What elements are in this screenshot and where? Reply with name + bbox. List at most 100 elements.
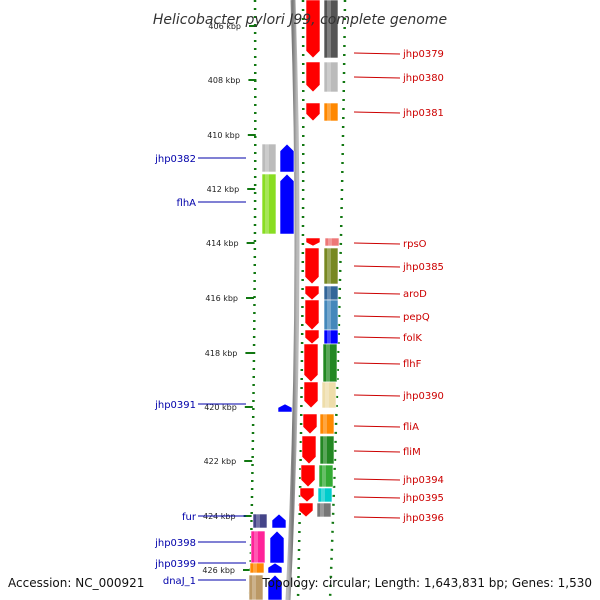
label-leader-folK — [353, 336, 401, 339]
gene-arrow-jhp0385[interactable] — [304, 247, 320, 285]
gene-arrow-aroD[interactable] — [304, 285, 320, 301]
gene-arrow-pepQ[interactable] — [304, 299, 320, 331]
gene-features — [248, 0, 340, 600]
gene-arrow-fliM[interactable] — [301, 435, 317, 465]
label-leader-jhp0390 — [353, 394, 401, 397]
gene-category-jhp0390[interactable] — [321, 381, 337, 409]
gene-category-highlight — [326, 344, 330, 382]
gene-category-jhp0381[interactable] — [323, 102, 339, 122]
gene-label-flhA[interactable]: flhA — [177, 198, 197, 209]
gene-category-rpsO[interactable] — [324, 237, 340, 247]
gene-category-highlight — [265, 174, 269, 234]
gene-arrow-jhp0390[interactable] — [303, 381, 319, 409]
gene-category-highlight — [321, 488, 325, 502]
kbp-tick-label: 418 kbp — [205, 349, 238, 358]
gene-label-jhp0390[interactable]: jhp0390 — [402, 391, 444, 402]
gene-arrow-jhp0379[interactable] — [305, 0, 321, 59]
gene-arrow-flhA[interactable] — [279, 173, 295, 235]
gene-label-jhp0380[interactable]: jhp0380 — [402, 73, 444, 84]
gene-category-highlight — [327, 300, 331, 330]
label-leader-jhp0394 — [353, 478, 401, 481]
gene-label-rpsO[interactable]: rpsO — [403, 239, 427, 250]
kbp-tick-label: 412 kbp — [207, 185, 240, 194]
label-leader-fliM — [353, 450, 401, 453]
label-leader-fliA — [353, 425, 401, 428]
gene-label-jhp0394[interactable]: jhp0394 — [402, 475, 444, 486]
gene-arrow-jhp0382[interactable] — [279, 143, 295, 173]
kbp-ticks: 406 kbp 408 kbp 410 kbp 412 kbp 414 kbp 416 k… — [202, 22, 257, 575]
gene-category-fliM[interactable] — [319, 435, 335, 465]
gene-arrow-jhp0398[interactable] — [269, 530, 285, 564]
label-leader-jhp0396 — [353, 516, 401, 519]
gene-category-highlight — [323, 436, 327, 464]
label-leader-jhp0395 — [353, 496, 401, 499]
gene-category-highlight — [327, 286, 331, 300]
gene-arrow-folK[interactable] — [304, 329, 320, 345]
gene-arrow-jhp0380[interactable] — [305, 61, 321, 93]
gene-category-jhp0395[interactable] — [317, 487, 333, 503]
gene-category-jhp0396[interactable] — [316, 502, 332, 518]
label-leader-jhp0381 — [353, 111, 401, 114]
kbp-tick-label: 406 kbp — [208, 22, 241, 31]
gene-label-jhp0385[interactable]: jhp0385 — [402, 262, 444, 273]
gene-label-pepQ[interactable]: pepQ — [403, 312, 430, 323]
gene-label-dnaJ_1[interactable]: dnaJ_1 — [163, 576, 196, 587]
gene-arrow-jhp0391[interactable] — [277, 403, 293, 413]
gene-category-jhp0399[interactable] — [249, 562, 265, 574]
gene-category-highlight — [254, 531, 258, 563]
gene-category-jhp0382[interactable] — [261, 143, 277, 173]
gene-category-highlight — [320, 503, 324, 517]
gene-arrow-dnaJ_1[interactable] — [267, 574, 283, 600]
gene-category-highlight — [328, 238, 332, 246]
gene-arrow-fur[interactable] — [271, 513, 287, 529]
label-leader-jhp0379 — [353, 52, 401, 55]
gene-arrow-jhp0381[interactable] — [305, 102, 321, 122]
gene-label-jhp0399[interactable]: jhp0399 — [154, 559, 196, 570]
label-leader-flhF — [353, 362, 401, 365]
gene-label-jhp0379[interactable]: jhp0379 — [402, 49, 444, 60]
gene-label-jhp0396[interactable]: jhp0396 — [402, 513, 444, 524]
gene-category-jhp0380[interactable] — [323, 61, 339, 93]
gene-label-jhp0398[interactable]: jhp0398 — [154, 538, 196, 549]
gene-arrow-flhF[interactable] — [303, 343, 319, 383]
outer-ruler-ring — [248, 0, 257, 600]
gene-label-flhF[interactable]: flhF — [403, 359, 422, 370]
gene-arrow-jhp0399[interactable] — [267, 562, 283, 574]
gene-label-fliA[interactable]: fliA — [403, 422, 419, 433]
gene-label-fliM[interactable]: fliM — [403, 447, 421, 458]
gene-category-highlight — [252, 575, 256, 600]
gene-label-jhp0381[interactable]: jhp0381 — [402, 108, 444, 119]
gene-category-highlight — [327, 103, 331, 121]
gene-arrow-jhp0394[interactable] — [300, 464, 316, 488]
gene-arrow-jhp0396[interactable] — [298, 502, 314, 518]
gene-label-jhp0391[interactable]: jhp0391 — [154, 400, 196, 411]
gene-category-highlight — [327, 62, 331, 92]
gene-category-highlight — [265, 144, 269, 172]
gene-category-highlight — [325, 382, 329, 408]
gene-category-fur[interactable] — [252, 513, 268, 529]
gene-category-highlight — [327, 248, 331, 284]
gene-label-jhp0395[interactable]: jhp0395 — [402, 493, 444, 504]
gene-category-flhA[interactable] — [261, 173, 277, 235]
gene-arrow-jhp0395[interactable] — [299, 487, 315, 503]
gene-category-jhp0394[interactable] — [318, 464, 334, 488]
gene-category-highlight — [253, 563, 257, 573]
gene-category-dnaJ_1[interactable] — [248, 574, 264, 600]
gene-arrow-fliA[interactable] — [302, 413, 318, 435]
gene-arrow-rpsO[interactable] — [305, 237, 321, 247]
map-title: Helicobacter pylori J99, complete genome — [153, 12, 447, 28]
gene-category-jhp0385[interactable] — [323, 247, 339, 285]
gene-category-highlight — [327, 330, 331, 344]
gene-category-fliA[interactable] — [319, 413, 335, 435]
kbp-tick-label: 414 kbp — [206, 239, 239, 248]
gene-category-jhp0379[interactable] — [323, 0, 339, 59]
gene-label-fur[interactable]: fur — [182, 512, 197, 523]
gene-category-highlight — [323, 414, 327, 434]
gene-label-jhp0382[interactable]: jhp0382 — [154, 154, 196, 165]
gene-label-aroD[interactable]: aroD — [403, 289, 427, 300]
kbp-tick-label: 408 kbp — [208, 76, 241, 85]
genome-backbone — [285, 0, 300, 600]
gene-label-folK[interactable]: folK — [403, 333, 422, 344]
label-leader-jhp0380 — [353, 76, 401, 79]
